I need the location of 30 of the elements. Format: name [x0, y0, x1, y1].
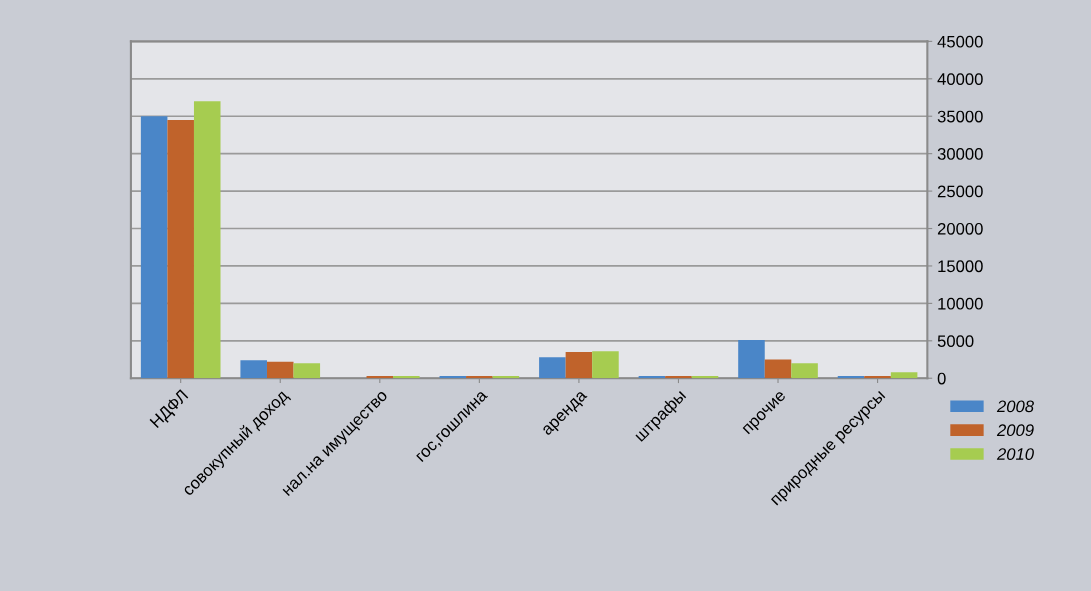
bar	[193, 101, 221, 379]
y-tick-label: 10000	[938, 297, 983, 310]
y-tick-label: 40000	[937, 73, 983, 85]
y-tick-label: 20000	[937, 222, 983, 235]
bar	[466, 375, 493, 379]
bar	[890, 372, 918, 379]
legend-label: 2009	[996, 424, 1034, 437]
y-tick-label: 15000	[938, 260, 983, 273]
bar	[738, 340, 765, 379]
bar	[167, 119, 194, 379]
bar	[140, 116, 168, 379]
bar	[293, 363, 321, 379]
y-tick-label: 25000	[937, 185, 983, 198]
bar	[266, 361, 294, 379]
legend-label: 2010	[996, 448, 1034, 460]
bar	[539, 357, 566, 379]
bar	[764, 359, 792, 379]
y-tick-label: 35000	[937, 110, 983, 123]
y-tick-label: 45000	[937, 35, 983, 48]
bar	[565, 352, 593, 379]
legend-label: 2008	[996, 400, 1034, 413]
y-tick-label: 5000	[937, 335, 974, 348]
bar	[592, 351, 619, 379]
bar	[791, 363, 818, 379]
bar	[665, 375, 692, 379]
bar	[240, 360, 267, 379]
y-tick-label: 30000	[937, 148, 983, 160]
bar	[864, 375, 891, 379]
bar	[393, 375, 420, 379]
y-tick-label: 0	[937, 372, 946, 385]
